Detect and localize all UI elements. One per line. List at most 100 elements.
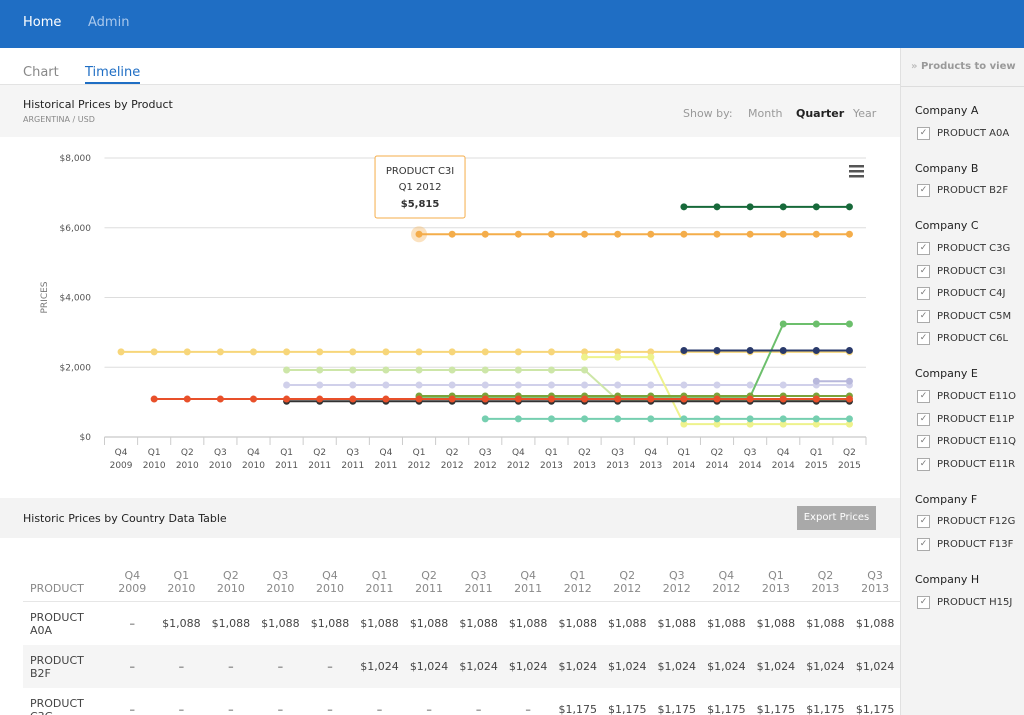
price-cell: $1,175 <box>707 703 746 715</box>
menu-icon <box>849 175 864 178</box>
x-tick-quarter: Q2 <box>313 448 326 458</box>
x-tick-year: 2010 <box>242 461 265 471</box>
main: Chart Timeline Historical Prices by Prod… <box>0 48 900 715</box>
checkbox[interactable]: ✓ <box>917 287 930 301</box>
column-year: 2012 <box>662 582 691 595</box>
product-item: ✓ PRODUCT E11P <box>917 408 1024 431</box>
x-tick-year: 2012 <box>507 461 530 471</box>
data-point <box>581 230 589 238</box>
checkbox[interactable]: ✓ <box>917 184 930 198</box>
data-point <box>845 415 853 423</box>
column-quarter: Q1 <box>569 569 586 582</box>
chart-subtitle: ARGENTINA / USD <box>23 115 95 124</box>
price-cell: $1,024 <box>552 645 603 688</box>
data-point <box>481 415 489 423</box>
data-point <box>680 420 688 428</box>
checkbox[interactable]: ✓ <box>917 264 930 278</box>
checkbox[interactable]: ✓ <box>917 457 930 471</box>
period-option[interactable]: Quarter <box>796 107 845 120</box>
column-header: Q2 2013 <box>800 556 851 602</box>
checkbox[interactable]: ✓ <box>917 332 930 346</box>
column-quarter: Q1 <box>768 569 784 582</box>
checkbox[interactable]: ✓ <box>917 515 930 529</box>
data-point <box>481 348 489 356</box>
column-quarter: Q4 <box>718 569 735 582</box>
checkbox[interactable]: ✓ <box>917 435 930 449</box>
checkbox[interactable]: ✓ <box>917 389 930 403</box>
x-tick-label: Q1 2012 <box>408 448 431 471</box>
price-cell: $1,088 <box>409 617 449 630</box>
nav-item[interactable]: Admin <box>88 15 130 30</box>
product-item: ✓ PRODUCT A0A <box>917 122 1024 145</box>
data-point <box>547 395 555 403</box>
company-name: Company F <box>915 492 978 506</box>
nav-item[interactable]: Home <box>23 15 62 30</box>
data-point <box>581 353 589 361</box>
data-point <box>614 415 622 423</box>
data-point <box>581 366 589 374</box>
checkbox[interactable]: ✓ <box>917 126 930 140</box>
x-tick-year: 2014 <box>739 461 762 471</box>
data-point <box>779 395 787 403</box>
tab[interactable]: Chart <box>23 65 59 80</box>
product-item: ✓ PRODUCT E11Q <box>917 430 1024 453</box>
price-cell: – <box>107 645 157 688</box>
data-point <box>812 395 820 403</box>
column-quarter: Q2 <box>421 569 437 582</box>
data-point <box>415 381 423 389</box>
x-tick-year: 2012 <box>441 461 464 471</box>
product-item: ✓ PRODUCT F13F <box>917 533 1024 556</box>
checkbox[interactable]: ✓ <box>917 595 930 609</box>
y-tick-label: $8,000 <box>60 154 92 164</box>
checkbox[interactable]: ✓ <box>917 537 930 551</box>
data-point <box>845 320 853 328</box>
data-point <box>283 395 291 403</box>
data-point <box>680 381 688 389</box>
data-point <box>746 381 754 389</box>
checkbox[interactable]: ✓ <box>917 241 930 255</box>
sidebar-header[interactable]: » Products to view <box>901 48 1024 87</box>
price-cell: $1,088 <box>558 617 597 630</box>
checkbox[interactable]: ✓ <box>917 412 930 426</box>
data-point <box>547 366 555 374</box>
price-cell: $1,088 <box>608 617 647 630</box>
x-tick-quarter: Q2 <box>578 448 591 458</box>
period-option[interactable]: Month <box>748 107 783 120</box>
x-tick-label: Q3 2012 <box>474 448 497 471</box>
data-point <box>514 230 522 238</box>
data-point <box>779 320 787 328</box>
chart-header: Historical Prices by Product ARGENTINA /… <box>0 85 900 137</box>
data-point <box>845 395 853 403</box>
column-header: Q1 2013 <box>751 556 801 602</box>
period-option[interactable]: Year <box>853 107 877 120</box>
price-cell: $1,088 <box>707 617 746 630</box>
show-by-label: Show by: <box>683 107 733 120</box>
price-cell: $1,024 <box>751 645 801 688</box>
data-point <box>382 348 390 356</box>
product-name: PRODUCT E11P <box>937 413 1015 425</box>
product-item: ✓ PRODUCT C3I <box>917 260 1024 283</box>
x-tick-year: 2009 <box>110 461 133 471</box>
data-point <box>746 420 754 428</box>
price-cell: $1,088 <box>310 617 350 630</box>
x-tick-year: 2013 <box>540 461 563 471</box>
table-title: Historic Prices by Country Data Table <box>23 512 227 525</box>
price-cell: – <box>255 645 306 688</box>
data-point <box>812 415 820 423</box>
tab[interactable]: Timeline <box>85 65 141 84</box>
export-button[interactable]: Export Prices <box>797 506 876 530</box>
column-year: 2010 <box>216 582 245 595</box>
product-name: PRODUCT F12G <box>937 516 1016 528</box>
data-point <box>812 347 820 355</box>
data-point <box>812 320 820 328</box>
x-tick-label: Q2 2013 <box>573 448 596 471</box>
checkbox[interactable]: ✓ <box>917 309 930 323</box>
price-cell: – <box>426 703 432 715</box>
y-tick-label: $2,000 <box>60 363 92 373</box>
data-point <box>845 230 853 238</box>
x-tick-year: 2011 <box>275 461 298 471</box>
x-tick-label: Q3 2011 <box>341 448 364 471</box>
data-point <box>283 381 291 389</box>
x-tick-year: 2014 <box>772 461 795 471</box>
x-tick-label: Q2 2014 <box>706 448 729 471</box>
